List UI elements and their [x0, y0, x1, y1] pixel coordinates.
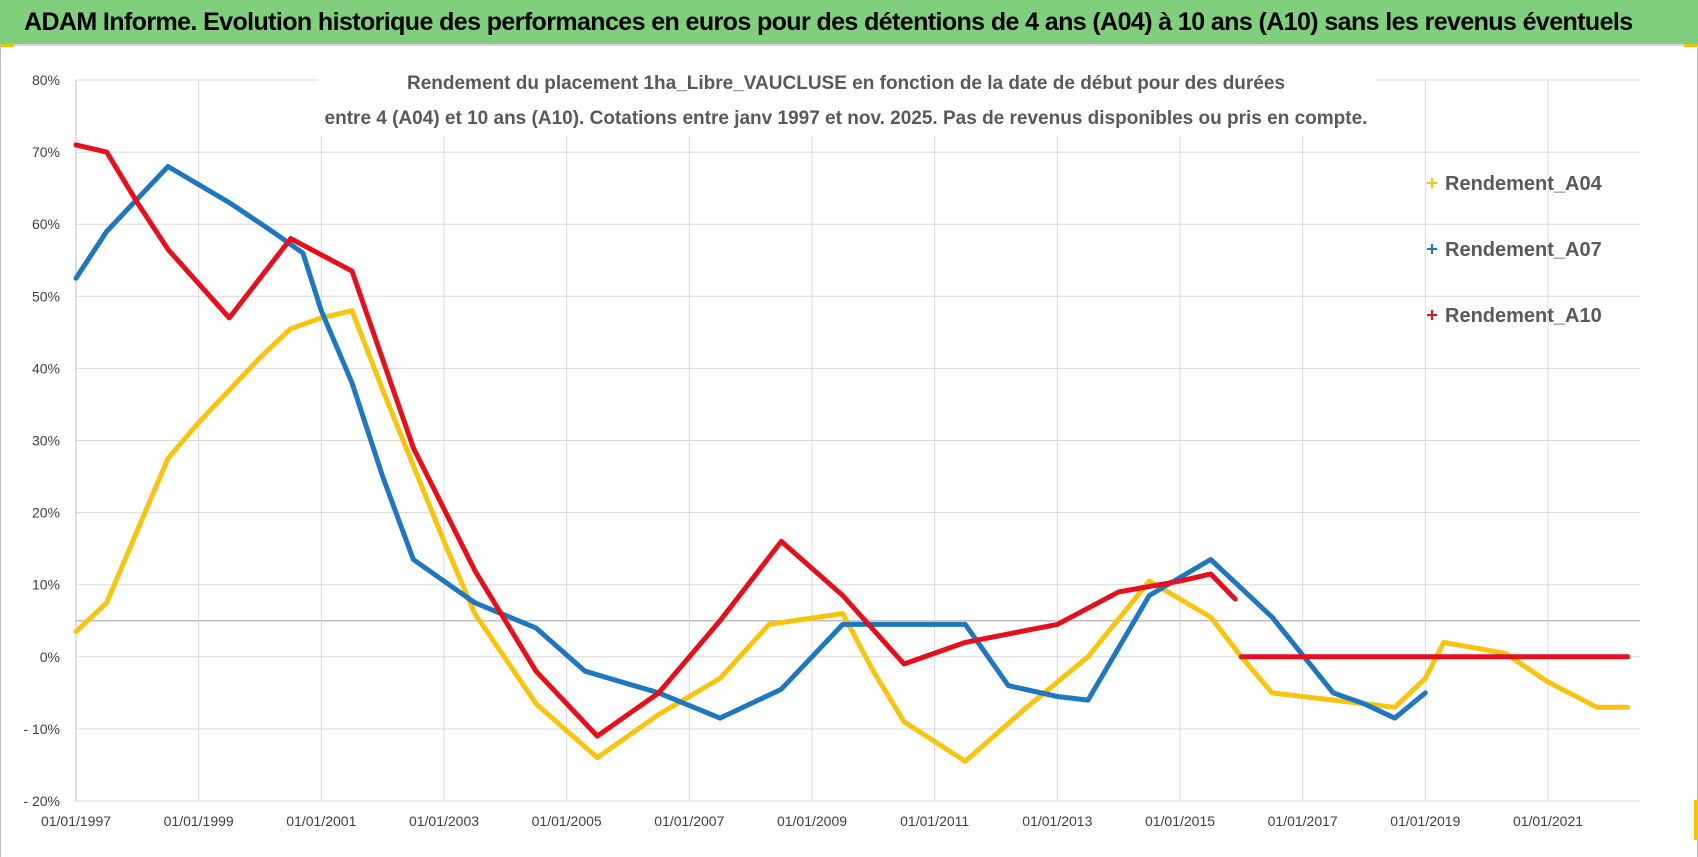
- y-tick-label: - 10%: [23, 721, 60, 737]
- report-title: ADAM Informe. Evolution historique des p…: [24, 8, 1633, 36]
- y-tick-label: 80%: [32, 72, 60, 88]
- x-tick-label: 01/01/2001: [286, 813, 356, 829]
- series-layer: [73, 142, 1631, 764]
- y-tick-label: 60%: [32, 216, 60, 232]
- x-tick-label: 01/01/2015: [1145, 813, 1215, 829]
- legend-label: Rendement_A07: [1445, 239, 1602, 261]
- x-tick-label: 01/01/2019: [1390, 813, 1460, 829]
- legend-label: Rendement_A10: [1445, 305, 1602, 327]
- y-tick-label: 40%: [32, 360, 60, 376]
- y-tick-label: 50%: [32, 288, 60, 304]
- x-tick-label: 01/01/1999: [164, 813, 234, 829]
- x-tick-label: 01/01/2009: [777, 813, 847, 829]
- y-tick-label: 20%: [32, 505, 60, 521]
- legend: Rendement_A04 Rendement_A07 Rendement_A10: [1427, 173, 1603, 327]
- legend-label: Rendement_A04: [1445, 173, 1603, 195]
- x-tick-label: 01/01/2003: [409, 813, 479, 829]
- header-corner-right: [1684, 44, 1698, 47]
- y-tick-label: 0%: [40, 649, 60, 665]
- chart-title-line-1: Rendement du placement 1ha_Libre_VAUCLUS…: [407, 73, 1285, 94]
- x-tick-label: 01/01/2005: [532, 813, 602, 829]
- header-corner-left: [0, 44, 14, 47]
- x-tick-label: 01/01/2013: [1022, 813, 1092, 829]
- y-tick-label: 30%: [32, 433, 60, 449]
- y-tick-label: 70%: [32, 144, 60, 160]
- y-tick-label: - 20%: [23, 793, 60, 809]
- x-tick-label: 01/01/2011: [900, 813, 969, 829]
- x-tick-label: 01/01/2007: [654, 813, 724, 829]
- x-tick-label: 01/01/2017: [1268, 813, 1338, 829]
- series-line-rendement-a04: [73, 308, 1631, 764]
- series-line-rendement-a07: [73, 164, 1428, 721]
- grid-layer: [75, 79, 1640, 802]
- x-tick-label: 01/01/2021: [1513, 813, 1583, 829]
- chart-title-background: [318, 66, 1376, 136]
- report-header: ADAM Informe. Evolution historique des p…: [0, 0, 1698, 46]
- chart-title-line-2: entre 4 (A04) et 10 ans (A10). Cotations…: [325, 108, 1368, 129]
- axis-layer: 80% 70% 60% 50% 40% 30% 20% 10% 0% - 10% - 20% 01/0…: [23, 72, 1583, 829]
- x-tick-label: 01/01/1997: [41, 813, 111, 829]
- series-line-rendement-a10: [73, 142, 1238, 739]
- y-tick-label: 10%: [32, 577, 60, 593]
- frame-corner-right-bottom: [1694, 800, 1697, 840]
